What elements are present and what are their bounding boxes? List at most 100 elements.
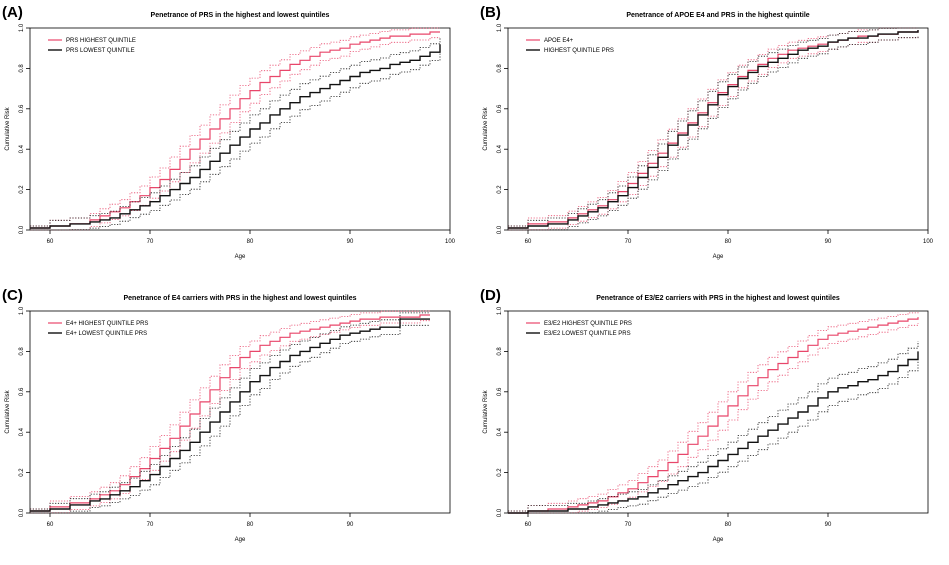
x-axis-label: Age <box>235 537 246 543</box>
x-tick-label: 60 <box>47 522 54 528</box>
series-line <box>508 30 919 229</box>
ci-lower-line <box>508 35 919 231</box>
series-line <box>30 314 430 512</box>
plot-frame <box>507 310 929 514</box>
y-tick-label: 0.2 <box>19 185 25 194</box>
plot-frame <box>29 27 451 231</box>
y-tick-label: 0.0 <box>497 225 503 234</box>
ci-upper-line <box>508 341 919 512</box>
plot-frame <box>507 27 929 231</box>
series-line <box>508 351 919 514</box>
y-tick-label: 0.8 <box>19 347 25 356</box>
x-tick-label: 80 <box>247 522 254 528</box>
y-tick-label: 0.4 <box>19 144 25 153</box>
panel-label-a: (A) <box>2 4 23 21</box>
series-line <box>508 317 919 514</box>
y-tick-label: 0.2 <box>497 468 503 477</box>
x-tick-label: 70 <box>147 522 154 528</box>
ci-upper-line <box>508 27 918 227</box>
x-tick-label: 80 <box>247 239 254 245</box>
x-axis-label: Age <box>713 537 724 543</box>
chart-title: Penetrance of E3/E2 carriers with PRS in… <box>596 295 840 302</box>
x-tick-label: 70 <box>147 239 154 245</box>
y-tick-label: 0.4 <box>19 427 25 436</box>
ci-upper-line <box>30 27 440 227</box>
ci-lower-line <box>508 35 919 231</box>
x-tick-label: 90 <box>347 522 354 528</box>
y-tick-label: 0.6 <box>497 387 503 396</box>
x-tick-label: 60 <box>525 522 532 528</box>
panel-label-d: (D) <box>480 287 501 304</box>
y-tick-label: 0.2 <box>497 185 503 194</box>
x-tick-label: 90 <box>825 239 832 245</box>
series-group <box>30 36 441 231</box>
x-tick-label: 90 <box>347 239 354 245</box>
y-tick-label: 1.0 <box>19 306 25 315</box>
legend-label: PRS HIGHEST QUINTILE <box>66 38 136 44</box>
y-axis-label: Cumulative Risk <box>5 389 11 433</box>
y-axis-label: Cumulative Risk <box>483 106 489 150</box>
legend-label: PRS LOWEST QUINTILE <box>66 48 135 54</box>
y-tick-label: 0.0 <box>19 225 25 234</box>
series-line <box>508 30 919 229</box>
ci-upper-line <box>508 27 918 227</box>
ci-lower-line <box>30 51 441 231</box>
y-tick-label: 0.8 <box>497 347 503 356</box>
ci-lower-line <box>30 320 430 514</box>
legend-label: APOE E4+ <box>544 38 574 44</box>
chart-title: Penetrance of E4 carriers with PRS in th… <box>124 295 357 302</box>
x-tick-label: 60 <box>525 239 532 245</box>
x-tick-label: 90 <box>825 522 832 528</box>
y-tick-label: 0.4 <box>497 144 503 153</box>
series-group <box>30 310 430 514</box>
series-line <box>30 31 440 229</box>
chart-b: Penetrance of APOE E4 and PRS in the hig… <box>483 12 934 260</box>
x-tick-label: 70 <box>625 239 632 245</box>
ci-upper-line <box>508 311 919 512</box>
x-tick-label: 100 <box>445 239 456 245</box>
chart-panel-a: (A) Penetrance of PRS in the highest and… <box>0 0 474 282</box>
series-group <box>30 312 430 514</box>
series-group <box>508 27 919 231</box>
legend-label: E4+ HIGHEST QUINTILE PRS <box>66 321 148 327</box>
x-tick-label: 80 <box>725 239 732 245</box>
y-tick-label: 0.2 <box>19 468 25 477</box>
y-tick-label: 0.6 <box>19 387 25 396</box>
panel-label-c: (C) <box>2 287 23 304</box>
chart-title: Penetrance of APOE E4 and PRS in the hig… <box>626 12 809 19</box>
plot-frame <box>29 310 451 514</box>
x-axis-label: Age <box>235 254 246 260</box>
x-tick-label: 80 <box>725 522 732 528</box>
chart-title: Penetrance of PRS in the highest and low… <box>151 12 330 19</box>
y-tick-label: 0.8 <box>19 64 25 73</box>
y-axis-label: Cumulative Risk <box>5 106 11 150</box>
ci-lower-line <box>30 324 430 514</box>
x-axis-label: Age <box>713 254 724 260</box>
chart-panel-c: (C) Penetrance of E4 carriers with PRS i… <box>0 283 474 565</box>
legend-label: E4+ LOWEST QUINTILE PRS <box>66 331 147 337</box>
y-tick-label: 0.0 <box>497 508 503 517</box>
series-line <box>30 44 441 229</box>
ci-lower-line <box>508 361 919 514</box>
series-group <box>508 27 919 231</box>
y-tick-label: 0.0 <box>19 508 25 517</box>
y-tick-label: 0.6 <box>497 104 503 113</box>
legend-label: HIGHEST QUINTILE PRS <box>544 48 614 54</box>
panel-label-b: (B) <box>480 4 501 21</box>
x-tick-label: 70 <box>625 522 632 528</box>
legend-label: E3/E2 HIGHEST QUINTILE PRS <box>544 321 632 327</box>
ci-upper-line <box>30 310 430 510</box>
y-axis-label: Cumulative Risk <box>483 389 489 433</box>
ci-lower-line <box>508 323 919 514</box>
y-tick-label: 1.0 <box>497 23 503 32</box>
y-tick-label: 0.6 <box>19 104 25 113</box>
chart-a: Penetrance of PRS in the highest and low… <box>5 12 456 260</box>
ci-lower-line <box>30 37 440 231</box>
series-group <box>30 27 440 231</box>
y-tick-label: 0.8 <box>497 64 503 73</box>
y-tick-label: 1.0 <box>497 306 503 315</box>
chart-d: Penetrance of E3/E2 carriers with PRS in… <box>483 295 929 543</box>
ci-upper-line <box>30 36 441 227</box>
chart-c: Penetrance of E4 carriers with PRS in th… <box>5 295 451 543</box>
y-tick-label: 0.4 <box>497 427 503 436</box>
